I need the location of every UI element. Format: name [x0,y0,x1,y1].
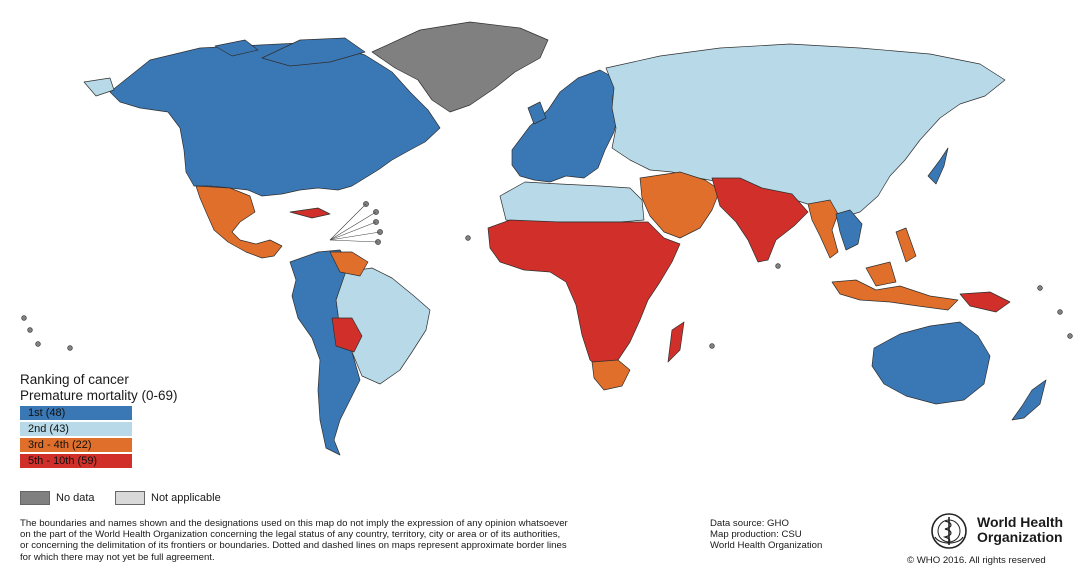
disclaimer: The boundaries and names shown and the d… [20,518,710,563]
who-emblem-icon [931,513,967,549]
legend-item-2nd: 2nd (43) [20,422,132,436]
region-indonesia [831,279,959,311]
region-japan [927,147,949,185]
region-madagascar [667,321,685,363]
legend-item-3rd-4th: 3rd - 4th (22) [20,438,132,452]
disclaimer-line: or concerning the delimitation of its fr… [20,540,567,552]
no-data-swatch [20,491,50,506]
island-marker [775,263,781,269]
map-production: Map production: CSU [710,529,802,541]
who-name-line2: Organization [977,529,1063,545]
legend-item-5th-10th: 5th - 10th (59) [20,454,132,468]
who-logo: World Health Organization © WHO 2016. Al… [907,511,1080,573]
island-marker [67,345,73,351]
region-bolivia [331,317,363,353]
legend-item-label: 5th - 10th (59) [28,455,98,467]
legend-title-line2: Premature mortality (0-69) [20,388,178,403]
region-south-africa [591,359,631,391]
region-png [959,291,1011,313]
legend-item-label: 2nd (43) [28,423,69,435]
legend-no-data: No data [20,490,95,506]
legend-title: Ranking of cancer Premature mortality (0… [20,372,178,404]
island-marker [21,315,27,321]
region-sub-saharan-africa [487,219,681,371]
not-applicable-swatch [115,491,145,506]
island-marker [465,235,471,241]
copyright: © WHO 2016. All rights reserved [907,555,1046,566]
region-europe [511,69,619,183]
legend-not-applicable: Not applicable [115,490,221,506]
source-info: Data source: GHO Map production: CSU Wor… [710,518,822,552]
region-borneo [865,261,897,287]
region-russia-asia [605,43,1006,219]
region-uk [527,101,547,125]
disclaimer-line: for which there may not yet be full agre… [20,551,215,563]
region-new-zealand [1011,379,1047,421]
region-caribbean [289,207,331,219]
island-marker [1067,333,1073,339]
island-marker [1057,309,1063,315]
who-name-line1: World Health [977,514,1064,530]
region-north-america [109,41,441,197]
legend-item-label: 1st (48) [28,407,66,419]
region-australia [871,321,991,405]
disclaimer-line: The boundaries and names shown and the d… [20,518,568,529]
source-org: World Health Organization [710,540,823,552]
region-philippines [895,227,917,263]
region-north-africa [499,181,645,223]
island-marker [35,341,41,347]
who-name: World Health Organization [977,515,1063,545]
data-source: Data source: GHO [710,518,789,529]
region-se-asia [807,199,839,259]
legend-title-line1: Ranking of cancer [20,372,129,387]
region-middle-east [639,171,721,239]
region-arctic-islands [214,37,366,67]
region-venezuela [329,251,369,277]
legend-item-label: 3rd - 4th (22) [28,439,92,451]
region-south-asia [711,177,809,263]
no-data-label: No data [56,492,95,504]
region-mexico [195,185,283,259]
region-alaska [83,77,115,97]
region-indochina [835,209,863,251]
disclaimer-line: on the part of the World Health Organiza… [20,529,561,541]
island-marker [709,343,715,349]
region-greenland [371,21,549,113]
island-marker [1037,285,1043,291]
island-marker [27,327,33,333]
not-applicable-label: Not applicable [151,492,221,504]
legend-item-1st: 1st (48) [20,406,132,420]
